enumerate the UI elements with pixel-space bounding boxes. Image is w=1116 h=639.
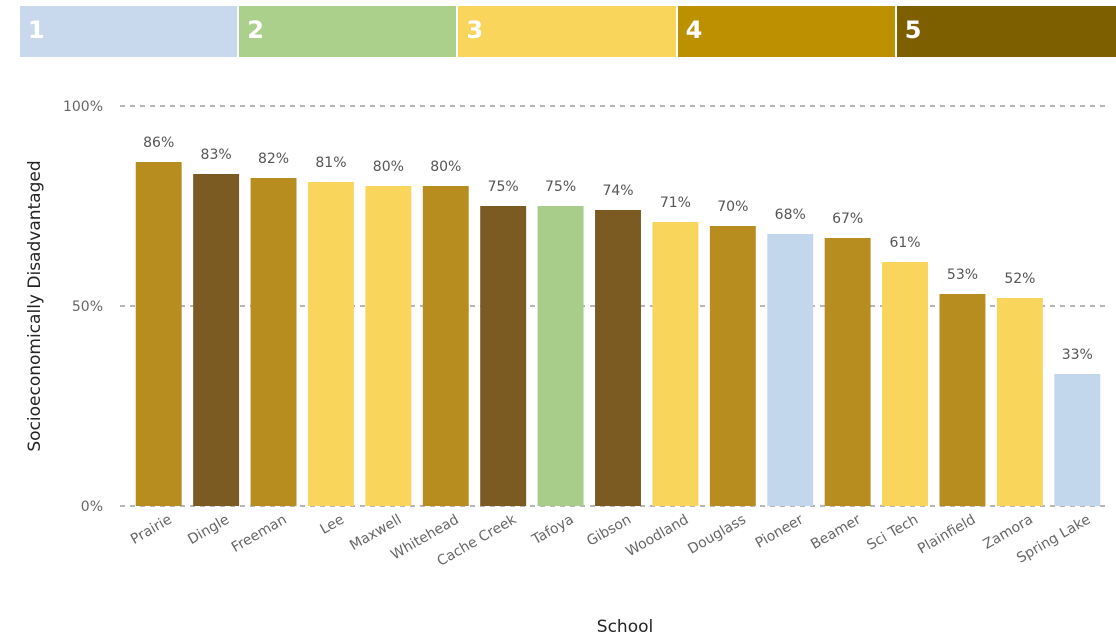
legend-segment-5: 5 xyxy=(896,6,1116,57)
data-label: 82% xyxy=(258,151,289,167)
data-label: 33% xyxy=(1062,347,1093,363)
legend-segment-3: 3 xyxy=(458,6,676,57)
bar-dingle xyxy=(193,174,240,506)
x-tick-label: Plainfield xyxy=(915,512,978,558)
data-label: 52% xyxy=(1004,271,1035,287)
data-label: 75% xyxy=(545,179,576,195)
bar-whitehead xyxy=(422,186,469,506)
legend-label: 5 xyxy=(904,16,922,44)
bar-tafoya xyxy=(537,206,584,506)
y-tick-label: 100% xyxy=(63,99,103,115)
data-label: 80% xyxy=(373,159,404,175)
data-label: 68% xyxy=(775,207,806,223)
bar-plainfield xyxy=(939,294,986,506)
data-label: 61% xyxy=(889,235,920,251)
legend-segment-4: 4 xyxy=(677,6,895,57)
y-tick-label: 50% xyxy=(72,299,103,315)
bar-gibson xyxy=(595,210,641,506)
legend-label: 2 xyxy=(247,16,264,44)
y-tick-label: 0% xyxy=(81,499,103,515)
bar-beamer xyxy=(824,238,871,506)
legend-label: 4 xyxy=(685,16,703,44)
x-tick-label: Woodland xyxy=(623,512,691,560)
legend-label: 3 xyxy=(466,16,484,44)
bar-spring-lake xyxy=(1054,374,1101,506)
x-tick-label: Douglass xyxy=(685,512,749,558)
legend-label: 1 xyxy=(28,16,45,44)
bar-pioneer xyxy=(767,234,814,506)
x-tick-label: Freeman xyxy=(229,512,290,556)
x-tick-label: Dingle xyxy=(185,512,232,548)
bar-woodland xyxy=(652,222,699,506)
x-axis-title: School xyxy=(597,617,653,637)
x-tick-label: Pioneer xyxy=(753,511,807,551)
x-tick-label: Prairie xyxy=(128,512,175,548)
data-label: 86% xyxy=(143,135,174,151)
bar-lee xyxy=(307,182,354,506)
x-tick-label: Sci Tech xyxy=(864,512,921,554)
x-tick-label: Tafoya xyxy=(529,512,577,549)
data-label: 53% xyxy=(947,267,978,283)
bar-maxwell xyxy=(365,186,412,506)
bar-sci-tech xyxy=(882,262,929,506)
x-tick-label: Beamer xyxy=(808,511,864,552)
bar-freeman xyxy=(250,178,297,506)
data-label: 80% xyxy=(430,159,461,175)
data-label: 71% xyxy=(660,195,691,211)
data-label: 74% xyxy=(602,183,633,199)
bar-douglass xyxy=(709,226,756,506)
data-label: 70% xyxy=(717,199,748,215)
data-label: 75% xyxy=(488,179,519,195)
bar-cache-creek xyxy=(480,206,527,506)
bar-prairie xyxy=(135,162,182,506)
legend-segment-1: 1 xyxy=(20,6,238,57)
color-legend: 1 2 3 4 5 xyxy=(20,6,1116,57)
y-axis-title: Socioeconomically Disadvantaged xyxy=(25,160,45,451)
data-label: 83% xyxy=(201,147,232,163)
data-label: 67% xyxy=(832,211,863,227)
data-label: 81% xyxy=(315,155,346,171)
bar-zamora xyxy=(996,298,1043,506)
legend-segment-2: 2 xyxy=(239,6,457,57)
x-tick-label: Lee xyxy=(317,512,346,538)
